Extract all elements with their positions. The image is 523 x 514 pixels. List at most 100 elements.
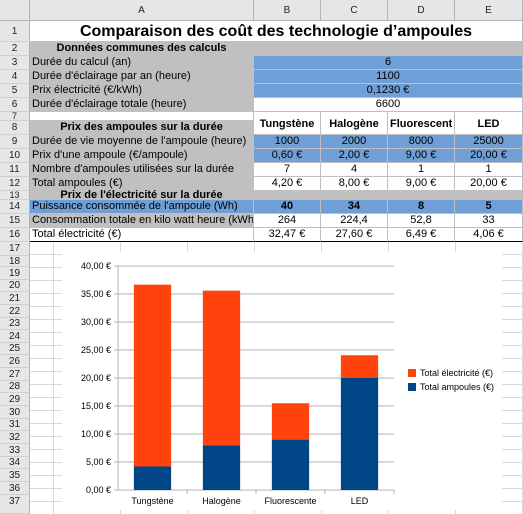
- common-heading[interactable]: Données communes des calculs: [30, 42, 254, 56]
- prix-led[interactable]: 20,00 €: [455, 149, 523, 163]
- row-header[interactable]: 11: [0, 163, 30, 177]
- conso-fluorescent[interactable]: 52,8: [388, 214, 455, 228]
- row-header[interactable]: 12: [0, 177, 30, 191]
- row-header[interactable]: 23: [0, 318, 30, 330]
- row-header[interactable]: 19: [0, 267, 30, 280]
- vie-led[interactable]: 25000: [455, 135, 523, 149]
- vie-tungstene[interactable]: 1000: [254, 135, 321, 149]
- total-elec-fluorescent[interactable]: 6,49 €: [388, 228, 455, 242]
- nombre-led[interactable]: 1: [455, 163, 523, 177]
- column-header-b[interactable]: B: [254, 0, 321, 21]
- row-header[interactable]: 21: [0, 292, 30, 305]
- cell[interactable]: [388, 191, 455, 200]
- stacked-bar-chart[interactable]: 0,00 € 5,00 € 10,00 € 15,00 € 20,00 € 25,00 €…: [62, 252, 502, 510]
- row-header[interactable]: 37: [0, 495, 30, 514]
- row-header[interactable]: 2: [0, 42, 30, 56]
- eclairage-total-value[interactable]: 6600: [254, 98, 523, 112]
- row-header[interactable]: 28: [0, 381, 30, 393]
- vie-label[interactable]: Durée de vie moyenne de l'ampoule (heure…: [30, 135, 254, 149]
- puissance-fluorescent[interactable]: 8: [388, 200, 455, 214]
- conso-led[interactable]: 33: [455, 214, 523, 228]
- row-header[interactable]: 6: [0, 98, 30, 112]
- elec-heading[interactable]: Prix de l'électricité sur la durée: [30, 190, 254, 201]
- type-header-tungstene[interactable]: Tungstène: [254, 112, 321, 135]
- cell[interactable]: [321, 191, 388, 200]
- row-header[interactable]: 36: [0, 482, 30, 495]
- sheet-title[interactable]: Comparaison des coût des technologie d’a…: [30, 21, 523, 42]
- prix-ampoule-label[interactable]: Prix d'une ampoule (€/ampoule): [30, 149, 254, 163]
- prix-elec-value[interactable]: 0,1230 €: [254, 84, 523, 98]
- cell[interactable]: [455, 191, 523, 200]
- cell[interactable]: [30, 112, 254, 121]
- column-header-e[interactable]: E: [455, 0, 523, 21]
- duree-calcul-value[interactable]: 6: [254, 56, 523, 70]
- row-header[interactable]: 3: [0, 56, 30, 70]
- total-elec-label[interactable]: Total électricité (€): [30, 228, 254, 242]
- prix-elec-label[interactable]: Prix électricité (€/kWh): [30, 84, 254, 98]
- row-header[interactable]: 25: [0, 343, 30, 355]
- duree-calcul-label[interactable]: Durée du calcul (an): [30, 56, 254, 70]
- prix-tungstene[interactable]: 0,60 €: [254, 149, 321, 163]
- type-header-fluorescent[interactable]: Fluorescent: [388, 112, 455, 135]
- nombre-label[interactable]: Nombre d'ampoules utilisées sur la durée: [30, 163, 254, 177]
- eclairage-an-label[interactable]: Durée d'éclairage par an (heure): [30, 70, 254, 84]
- vie-halogene[interactable]: 2000: [321, 135, 388, 149]
- row-header[interactable]: 7: [0, 112, 30, 121]
- total-elec-led[interactable]: 4,06 €: [455, 228, 523, 242]
- row-header[interactable]: 8: [0, 121, 30, 135]
- type-header-led[interactable]: LED: [455, 112, 523, 135]
- nombre-fluorescent[interactable]: 1: [388, 163, 455, 177]
- row-header[interactable]: 32: [0, 431, 30, 444]
- row-header[interactable]: 5: [0, 84, 30, 98]
- total-elec-halogene[interactable]: 27,60 €: [321, 228, 388, 242]
- row-header[interactable]: 14: [0, 200, 30, 214]
- nombre-tungstene[interactable]: 7: [254, 163, 321, 177]
- column-header-a[interactable]: A: [30, 0, 254, 21]
- cell[interactable]: [388, 42, 455, 56]
- eclairage-an-value[interactable]: 1100: [254, 70, 523, 84]
- row-header[interactable]: 20: [0, 280, 30, 292]
- prix-fluorescent[interactable]: 9,00 €: [388, 149, 455, 163]
- conso-tungstene[interactable]: 264: [254, 214, 321, 228]
- row-header[interactable]: 26: [0, 355, 30, 368]
- conso-label[interactable]: Consommation totale en kilo watt heure (…: [30, 214, 254, 228]
- total-ampoules-fluorescent[interactable]: 9,00 €: [388, 177, 455, 191]
- row-header[interactable]: 16: [0, 228, 30, 242]
- row-header[interactable]: 18: [0, 256, 30, 267]
- eclairage-total-label[interactable]: Durée d'éclairage totale (heure): [30, 98, 254, 112]
- puissance-led[interactable]: 5: [455, 200, 523, 214]
- row-header[interactable]: 24: [0, 330, 30, 343]
- row-header[interactable]: 35: [0, 469, 30, 482]
- prix-halogene[interactable]: 2,00 €: [321, 149, 388, 163]
- puissance-tungstene[interactable]: 40: [254, 200, 321, 214]
- column-header-c[interactable]: C: [321, 0, 388, 21]
- puissance-label[interactable]: Puissance consommée de l'ampoule (Wh): [30, 200, 254, 214]
- row-header[interactable]: 1: [0, 21, 30, 42]
- total-ampoules-label[interactable]: Total ampoules (€): [30, 177, 254, 191]
- cell[interactable]: [254, 191, 321, 200]
- row-header[interactable]: 15: [0, 214, 30, 228]
- bulbs-heading[interactable]: Prix des ampoules sur la durée: [30, 121, 254, 135]
- cell[interactable]: [455, 42, 523, 56]
- cell[interactable]: [254, 42, 321, 56]
- row-header[interactable]: 17: [0, 242, 30, 256]
- column-header-d[interactable]: D: [388, 0, 455, 21]
- conso-halogene[interactable]: 224,4: [321, 214, 388, 228]
- type-header-halogene[interactable]: Halogène: [321, 112, 388, 135]
- row-header[interactable]: 10: [0, 149, 30, 163]
- total-ampoules-tungstene[interactable]: 4,20 €: [254, 177, 321, 191]
- total-elec-tungstene[interactable]: 32,47 €: [254, 228, 321, 242]
- row-header[interactable]: 34: [0, 457, 30, 469]
- row-header[interactable]: 9: [0, 135, 30, 149]
- row-header[interactable]: 22: [0, 305, 30, 318]
- row-header[interactable]: 30: [0, 406, 30, 419]
- row-header[interactable]: 27: [0, 368, 30, 381]
- row-header[interactable]: 31: [0, 419, 30, 431]
- puissance-halogene[interactable]: 34: [321, 200, 388, 214]
- corner-select-all[interactable]: [0, 0, 30, 21]
- row-header[interactable]: 29: [0, 393, 30, 406]
- nombre-halogene[interactable]: 4: [321, 163, 388, 177]
- row-header[interactable]: 4: [0, 70, 30, 84]
- total-ampoules-halogene[interactable]: 8,00 €: [321, 177, 388, 191]
- cell[interactable]: [321, 42, 388, 56]
